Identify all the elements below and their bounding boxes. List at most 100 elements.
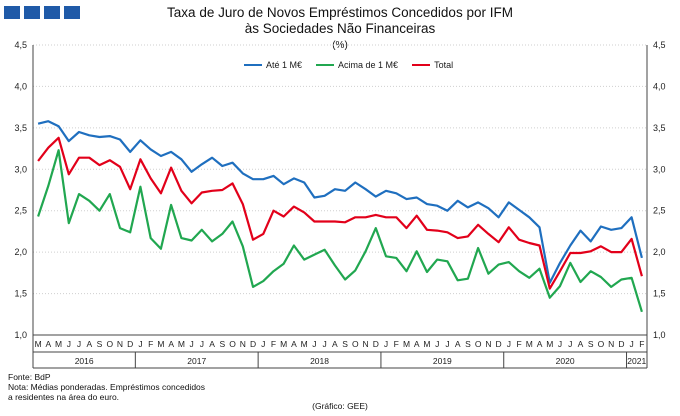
x-tick-label: M (157, 339, 164, 349)
y-tick-label-right: 1,5 (653, 289, 666, 299)
x-tick-label: J (138, 339, 142, 349)
x-tick-label: D (127, 339, 133, 349)
legend-label: Acima de 1 M€ (338, 60, 399, 70)
chart-title: Taxa de Juro de Novos Empréstimos Conced… (0, 5, 680, 37)
x-tick-label: J (507, 339, 511, 349)
x-tick-label: N (363, 339, 369, 349)
x-tick-label: S (588, 339, 594, 349)
x-tick-label: F (639, 339, 644, 349)
x-tick-label: J (261, 339, 265, 349)
y-tick-label-left: 2,5 (14, 206, 27, 216)
x-tick-label: O (598, 339, 605, 349)
x-tick-label: A (414, 339, 420, 349)
x-tick-label: F (516, 339, 521, 349)
y-tick-label-right: 4,5 (653, 40, 666, 50)
series-line-acima-1m (37, 149, 643, 313)
y-tick-label-right: 1,0 (653, 330, 666, 340)
chart-credit: (Gráfico: GEE) (312, 401, 368, 411)
source-text: Fonte: BdP (8, 372, 51, 382)
legend: Até 1 M€ Acima de 1 M€ Total (244, 60, 453, 70)
title-line-1: Taxa de Juro de Novos Empréstimos Conced… (167, 5, 513, 20)
legend-item-ate-1m: Até 1 M€ (244, 60, 302, 70)
x-tick-label: O (229, 339, 236, 349)
x-tick-label: A (209, 339, 215, 349)
x-tick-label: F (394, 339, 399, 349)
x-tick-label: M (546, 339, 553, 349)
x-tick-label: A (537, 339, 543, 349)
x-tick-label: M (55, 339, 62, 349)
y-tick-label-right: 3,0 (653, 164, 666, 174)
x-tick-label: S (97, 339, 103, 349)
y-tick-label-left: 2,0 (14, 247, 27, 257)
x-tick-label: J (189, 339, 193, 349)
x-tick-label: S (342, 339, 348, 349)
x-tick-label: J (445, 339, 449, 349)
x-tick-label: A (332, 339, 338, 349)
x-tick-label: M (526, 339, 533, 349)
year-label: 2018 (310, 356, 329, 366)
x-tick-label: D (618, 339, 624, 349)
legend-label: Até 1 M€ (266, 60, 303, 70)
x-tick-label: M (178, 339, 185, 349)
y-tick-label-left: 4,0 (14, 81, 27, 91)
x-tick-label: M (301, 339, 308, 349)
x-tick-label: M (35, 339, 42, 349)
legend-swatch (316, 64, 335, 66)
x-tick-label: F (148, 339, 153, 349)
x-tick-label: A (291, 339, 297, 349)
legend-label: Total (434, 60, 454, 70)
year-label: 2020 (556, 356, 575, 366)
note-line-2: a residentes na área do euro. (8, 392, 120, 402)
x-tick-label: N (485, 339, 491, 349)
x-tick-label: J (384, 339, 388, 349)
x-tick-label: A (578, 339, 584, 349)
y-tick-label-right: 3,5 (653, 123, 666, 133)
x-tick-label: A (46, 339, 52, 349)
x-tick-label: O (475, 339, 482, 349)
x-tick-label: N (240, 339, 246, 349)
x-tick-label: J (312, 339, 316, 349)
legend-item-acima-1m: Acima de 1 M€ (316, 60, 398, 70)
series-line-total (37, 136, 643, 290)
unit-label: (%) (332, 40, 348, 51)
year-label: 2021 (627, 356, 646, 366)
legend-swatch (412, 64, 431, 66)
x-tick-label: J (568, 339, 572, 349)
x-tick-label: D (250, 339, 256, 349)
x-tick-label: J (630, 339, 634, 349)
y-tick-label-right: 2,0 (653, 247, 666, 257)
x-tick-label: A (86, 339, 92, 349)
x-tick-label: S (219, 339, 225, 349)
y-tick-label-left: 1,5 (14, 289, 27, 299)
legend-swatch (244, 64, 262, 66)
y-tick-label-left: 1,0 (14, 330, 27, 340)
x-tick-label: N (608, 339, 614, 349)
series-line-ate-1m (37, 120, 643, 284)
legend-item-total: Total (412, 60, 453, 70)
logo (4, 6, 80, 19)
x-tick-label: J (435, 339, 439, 349)
note-line-1: Nota: Médias ponderadas. Empréstimos con… (8, 382, 206, 392)
x-tick-label: J (558, 339, 562, 349)
x-tick-label: J (77, 339, 81, 349)
title-line-2: às Sociedades Não Financeiras (244, 21, 436, 36)
year-label: 2019 (433, 356, 452, 366)
x-tick-label: J (323, 339, 327, 349)
x-tick-label: O (106, 339, 113, 349)
y-tick-label-right: 4,0 (653, 81, 666, 91)
x-tick-label: S (465, 339, 471, 349)
footnote: Fonte: BdP Nota: Médias ponderadas. Empr… (8, 372, 205, 402)
x-tick-label: D (496, 339, 502, 349)
x-tick-label: D (373, 339, 379, 349)
y-tick-label-left: 3,5 (14, 123, 27, 133)
x-tick-label: J (67, 339, 71, 349)
x-tick-label: N (117, 339, 123, 349)
x-tick-label: J (200, 339, 204, 349)
x-tick-label: M (423, 339, 430, 349)
year-label: 2016 (75, 356, 94, 366)
x-tick-label: A (168, 339, 174, 349)
x-tick-label: M (403, 339, 410, 349)
x-tick-label: O (352, 339, 359, 349)
y-tick-label-left: 3,0 (14, 164, 27, 174)
